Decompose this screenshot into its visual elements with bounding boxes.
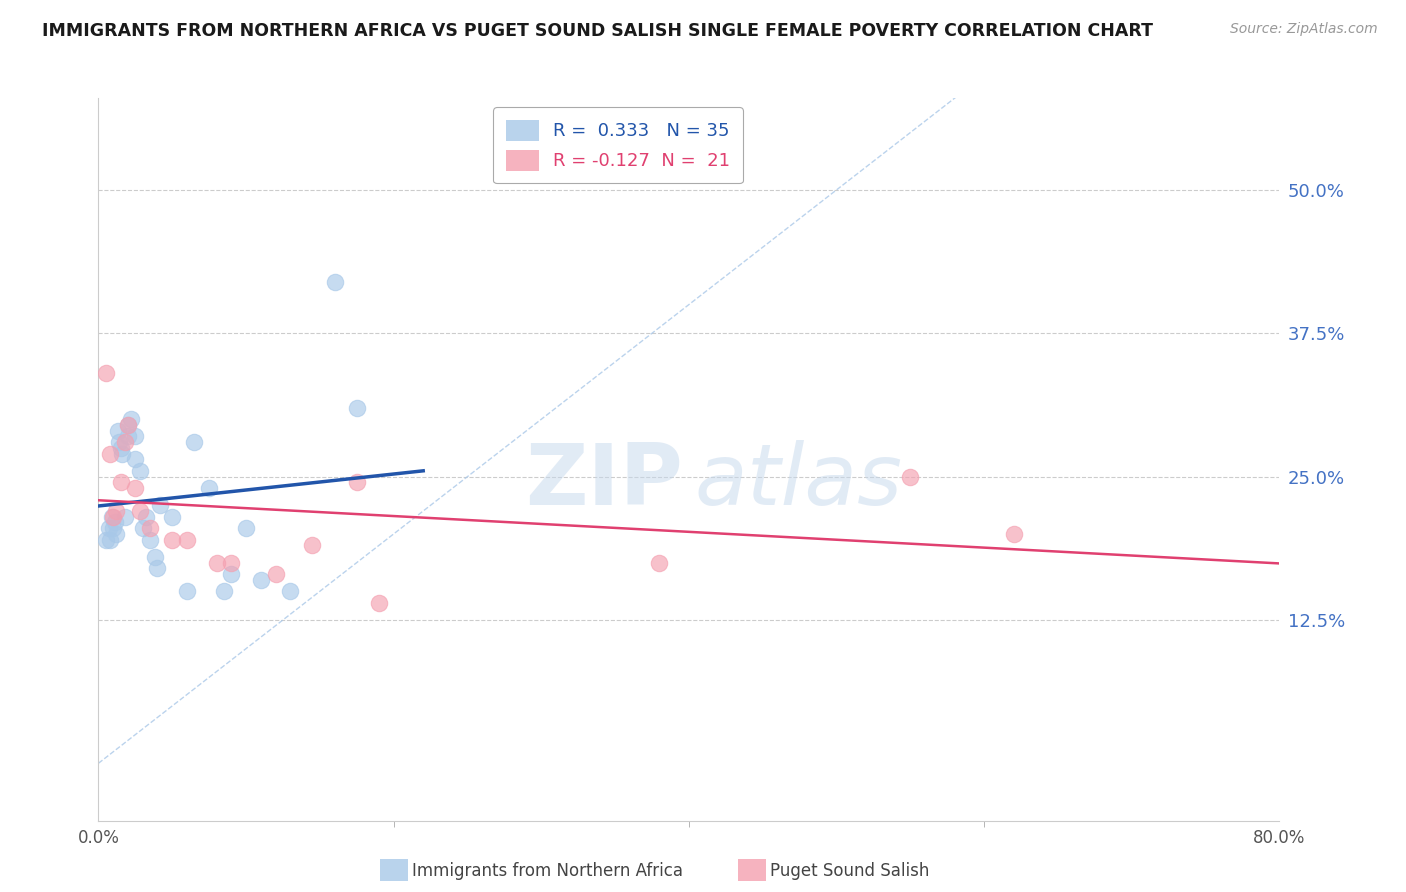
Text: ZIP: ZIP: [526, 440, 683, 523]
Point: [128, 504, 150, 518]
Point: [235, 521, 257, 535]
Point: [124, 452, 146, 467]
Point: [135, 509, 157, 524]
Point: [280, 584, 302, 599]
Point: [105, 504, 128, 518]
Point: [205, 556, 228, 570]
Point: [120, 412, 142, 426]
Point: [108, 435, 131, 450]
Point: [98, 447, 121, 461]
Point: [111, 447, 134, 461]
Point: [139, 533, 162, 547]
Point: [98, 533, 121, 547]
Point: [117, 429, 139, 443]
Point: [264, 567, 287, 582]
Text: Source: ZipAtlas.com: Source: ZipAtlas.com: [1230, 22, 1378, 37]
Point: [107, 424, 129, 438]
Point: [900, 469, 922, 483]
Point: [221, 567, 243, 582]
Point: [103, 521, 125, 535]
Point: [176, 533, 198, 547]
Point: [346, 401, 368, 415]
Point: [110, 475, 132, 490]
Point: [139, 521, 162, 535]
Point: [176, 584, 198, 599]
Point: [124, 481, 146, 495]
Point: [97, 521, 120, 535]
Point: [198, 481, 221, 495]
Point: [128, 464, 150, 478]
Point: [110, 441, 132, 455]
Point: [124, 429, 146, 443]
Point: [146, 561, 169, 575]
Point: [346, 475, 368, 490]
Point: [100, 509, 122, 524]
Point: [212, 584, 235, 599]
Point: [143, 549, 166, 564]
Point: [221, 556, 243, 570]
Point: [162, 509, 183, 524]
Point: [132, 521, 155, 535]
Text: Puget Sound Salish: Puget Sound Salish: [770, 862, 929, 880]
Point: [648, 556, 671, 570]
Point: [1002, 527, 1025, 541]
Point: [94, 367, 117, 381]
Point: [94, 533, 117, 547]
Point: [114, 509, 136, 524]
Point: [162, 533, 183, 547]
Point: [301, 538, 323, 552]
Legend: R =  0.333   N = 35, R = -0.127  N =  21: R = 0.333 N = 35, R = -0.127 N = 21: [494, 107, 742, 183]
Point: [114, 435, 136, 450]
Text: IMMIGRANTS FROM NORTHERN AFRICA VS PUGET SOUND SALISH SINGLE FEMALE POVERTY CORR: IMMIGRANTS FROM NORTHERN AFRICA VS PUGET…: [42, 22, 1153, 40]
Point: [105, 527, 128, 541]
Point: [149, 498, 172, 512]
Point: [103, 509, 125, 524]
Point: [368, 596, 391, 610]
Text: Immigrants from Northern Africa: Immigrants from Northern Africa: [412, 862, 683, 880]
Point: [323, 275, 346, 289]
Point: [117, 417, 139, 432]
Point: [250, 573, 273, 587]
Point: [104, 516, 127, 530]
Text: atlas: atlas: [695, 440, 903, 523]
Point: [117, 417, 139, 432]
Point: [183, 435, 205, 450]
